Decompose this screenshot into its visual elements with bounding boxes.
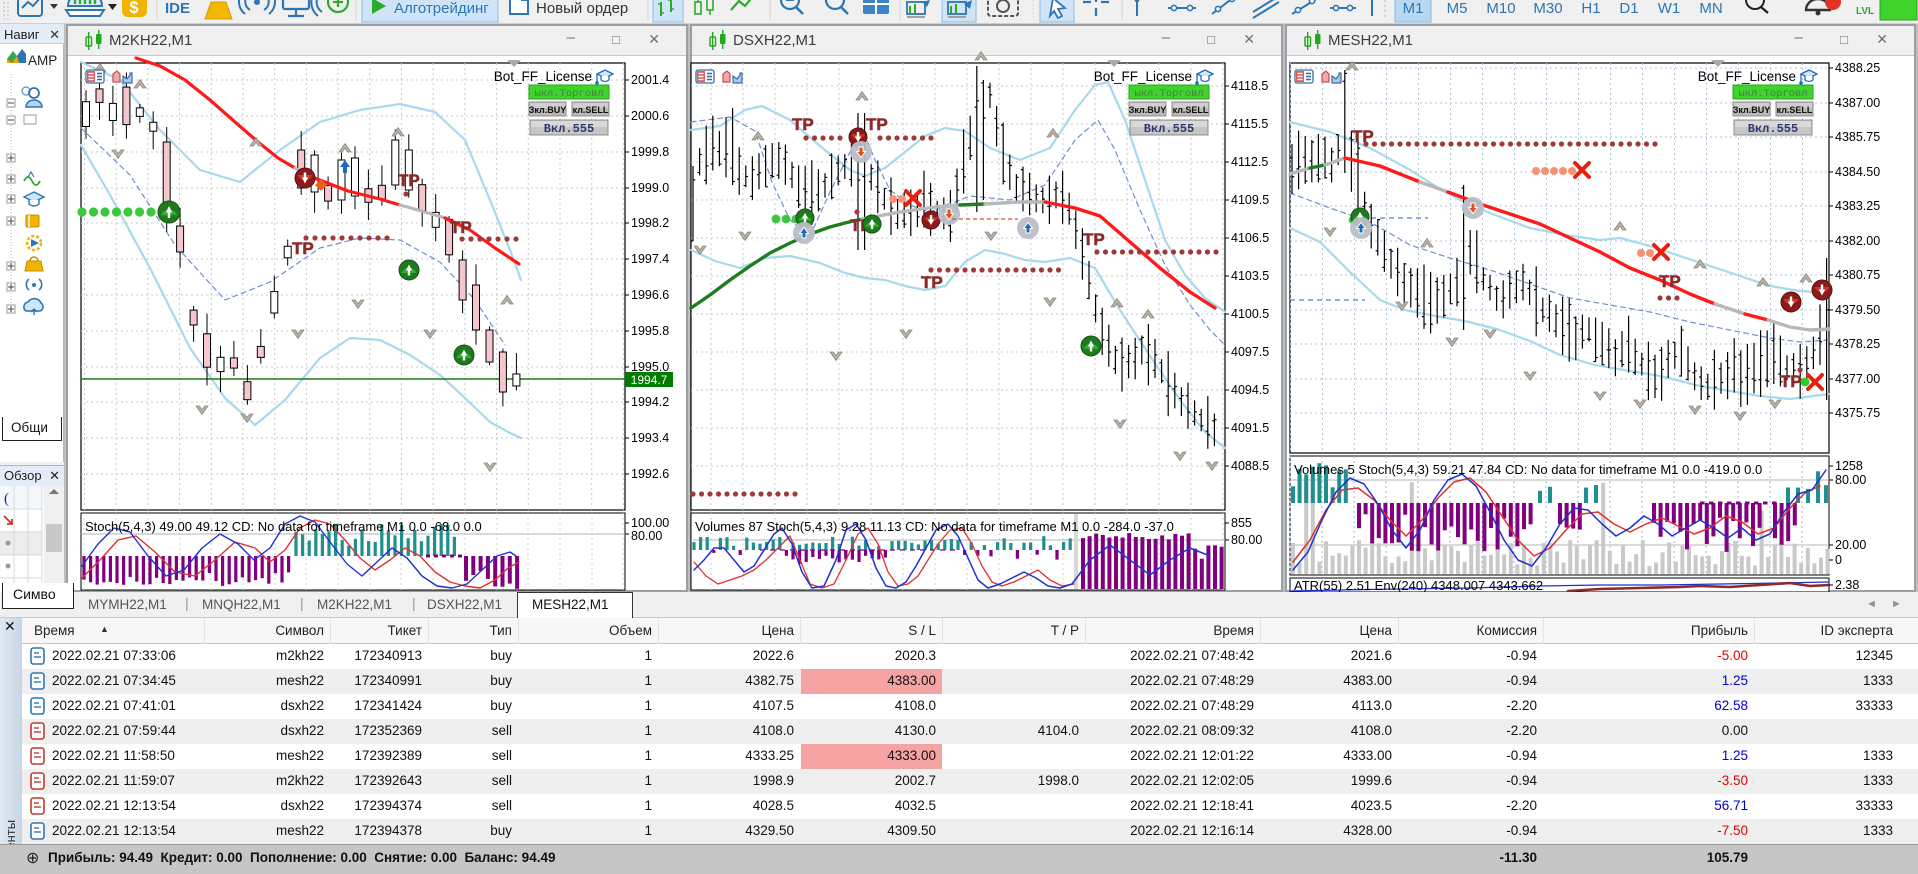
svg-text:M30: M30 (1533, 0, 1562, 17)
svg-text:D1: D1 (1619, 0, 1638, 17)
svg-text:M10: M10 (1486, 0, 1515, 17)
svg-text:(: ( (4, 491, 9, 507)
svg-text:Алготрейдинг: Алготрейдинг (394, 0, 489, 17)
svg-text:M5: M5 (1447, 0, 1468, 17)
svg-text:Новый ордер: Новый ордер (536, 0, 628, 17)
svg-text:W1: W1 (1658, 0, 1681, 17)
svg-text:M1: M1 (1403, 0, 1424, 17)
svg-text:LVL: LVL (1856, 6, 1874, 17)
svg-text:$: $ (129, 0, 139, 17)
svg-text:AMP: AMP (28, 53, 57, 68)
svg-text:H1: H1 (1581, 0, 1600, 17)
svg-text:IDE: IDE (165, 0, 190, 17)
svg-text:MN: MN (1699, 0, 1722, 17)
